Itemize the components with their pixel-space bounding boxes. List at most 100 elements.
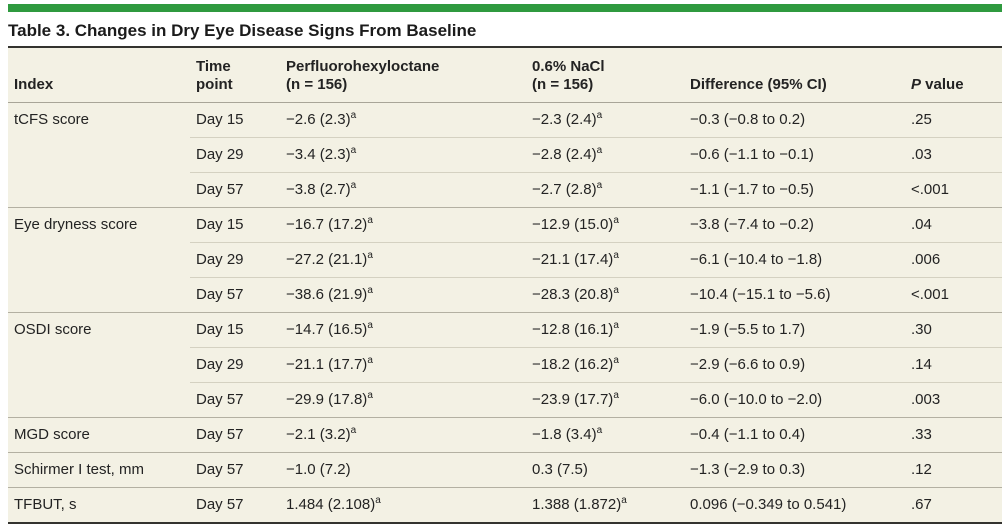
pfho-value-cell: −3.8 (2.7)a bbox=[280, 172, 526, 208]
timepoint-cell: Day 57 bbox=[190, 277, 280, 313]
pvalue-cell: .25 bbox=[911, 111, 932, 128]
footnote-marker: a bbox=[596, 180, 603, 191]
difference-cell: −10.4 (−15.1 to −5.6) bbox=[684, 277, 905, 313]
index-cell bbox=[8, 278, 190, 313]
difference-cell: −0.3 (−0.8 to 0.2) bbox=[690, 111, 806, 128]
table-row: Day 29 −27.2 (21.1)a −21.1 (17.4)a −6.1 … bbox=[8, 242, 1002, 278]
table-row: Schirmer I test, mm Day 57 −1.0 (7.2) 0.… bbox=[8, 452, 1002, 488]
difference-cell: −2.9 (−6.6 to 0.9) bbox=[684, 347, 905, 383]
index-cell: TFBUT, s bbox=[8, 487, 190, 522]
table-row: Day 29 −3.4 (2.3)a −2.8 (2.4)a −0.6 (−1.… bbox=[8, 137, 1002, 173]
timepoint-cell: Day 29 bbox=[190, 347, 280, 383]
footnote-marker: a bbox=[375, 495, 381, 506]
pfho-value-cell: −38.6 (21.9)a bbox=[280, 277, 526, 313]
timepoint-cell: Day 57 bbox=[190, 382, 280, 418]
column-header-index: Index bbox=[8, 48, 190, 103]
footnote-marker: a bbox=[367, 355, 373, 366]
pvalue-cell: .12 bbox=[905, 452, 1002, 488]
footnote-marker: a bbox=[596, 145, 603, 156]
nacl-value-cell: −28.3 (20.8)a bbox=[526, 277, 684, 313]
footnote-marker: a bbox=[367, 390, 373, 401]
pvalue-cell: .003 bbox=[905, 382, 1002, 418]
table-row: Day 57 −38.6 (21.9)a −28.3 (20.8)a −10.4… bbox=[8, 277, 1002, 313]
column-header-nacl: 0.6% NaCl (n = 156) bbox=[526, 48, 684, 103]
nacl-value-cell: −18.2 (16.2)a bbox=[526, 347, 684, 383]
timepoint-cell: Day 15 bbox=[196, 111, 244, 128]
table-row: Day 29 −21.1 (17.7)a −18.2 (16.2)a −2.9 … bbox=[8, 347, 1002, 383]
footnote-marker: a bbox=[596, 110, 603, 121]
difference-cell: −1.9 (−5.5 to 1.7) bbox=[684, 312, 905, 348]
footnote-marker: a bbox=[596, 425, 603, 436]
nacl-value-cell: −21.1 (17.4)a bbox=[526, 242, 684, 278]
index-cell bbox=[8, 173, 190, 208]
accent-bar bbox=[8, 4, 1002, 12]
data-table-container: Index Time point Perfluorohexyloctane (n =… bbox=[8, 46, 1002, 524]
footnote-marker: a bbox=[613, 390, 619, 401]
pfho-value-cell: −21.1 (17.7)a bbox=[280, 347, 526, 383]
pfho-value-cell: −14.7 (16.5)a bbox=[280, 312, 526, 348]
nacl-value-cell: −2.7 (2.8)a bbox=[526, 172, 684, 208]
table-row: Eye dryness score Day 15 −16.7 (17.2)a −… bbox=[8, 207, 1002, 243]
pvalue-cell: .33 bbox=[905, 417, 1002, 453]
pvalue-cell: .006 bbox=[905, 242, 1002, 278]
footnote-marker: a bbox=[613, 320, 619, 331]
pfho-value-cell: −2.6 (2.3)a bbox=[286, 110, 357, 129]
data-table: Index Time point Perfluorohexyloctane (n =… bbox=[8, 48, 1002, 522]
index-cell: Eye dryness score bbox=[8, 207, 190, 243]
table-row: Day 57 −3.8 (2.7)a −2.7 (2.8)a −1.1 (−1.… bbox=[8, 172, 1002, 208]
pvalue-cell: .14 bbox=[905, 347, 1002, 383]
difference-cell: 0.096 (−0.349 to 0.541) bbox=[684, 487, 905, 522]
difference-cell: −1.1 (−1.7 to −0.5) bbox=[684, 172, 905, 208]
column-header-perfluorohexyloctane: Perfluorohexyloctane (n = 156) bbox=[280, 48, 526, 103]
index-cell bbox=[8, 383, 190, 418]
pvalue-cell: .03 bbox=[905, 137, 1002, 173]
timepoint-cell: Day 15 bbox=[190, 312, 280, 348]
timepoint-cell: Day 57 bbox=[190, 417, 280, 453]
pvalue-cell: .67 bbox=[905, 487, 1002, 522]
nacl-value-cell: 0.3 (7.5) bbox=[526, 452, 684, 488]
index-cell: MGD score bbox=[8, 417, 190, 453]
pfho-value-cell: −3.4 (2.3)a bbox=[280, 137, 526, 173]
table-row: OSDI score Day 15 −14.7 (16.5)a −12.8 (1… bbox=[8, 312, 1002, 348]
footnote-marker: a bbox=[613, 250, 619, 261]
table-row: Day 57 −29.9 (17.8)a −23.9 (17.7)a −6.0 … bbox=[8, 382, 1002, 418]
table-title: Table 3. Changes in Dry Eye Disease Sign… bbox=[8, 21, 477, 40]
header-row: Index Time point Perfluorohexyloctane (n =… bbox=[8, 48, 1002, 103]
index-cell bbox=[8, 243, 190, 278]
footnote-marker: a bbox=[350, 145, 357, 156]
footnote-marker: a bbox=[350, 110, 357, 121]
timepoint-cell: Day 29 bbox=[190, 242, 280, 278]
footnote-marker: a bbox=[367, 320, 373, 331]
column-header-difference: Difference (95% CI) bbox=[684, 48, 905, 103]
difference-cell: −6.1 (−10.4 to −1.8) bbox=[684, 242, 905, 278]
difference-cell: −6.0 (−10.0 to −2.0) bbox=[684, 382, 905, 418]
pvalue-cell: .30 bbox=[905, 312, 1002, 348]
column-header-timepoint: Time point bbox=[190, 48, 280, 103]
pfho-value-cell: −1.0 (7.2) bbox=[280, 452, 526, 488]
nacl-value-cell: −12.8 (16.1)a bbox=[526, 312, 684, 348]
footnote-marker: a bbox=[350, 425, 357, 436]
nacl-value-cell: 1.388 (1.872)a bbox=[526, 487, 684, 522]
difference-cell: −1.3 (−2.9 to 0.3) bbox=[684, 452, 905, 488]
timepoint-cell: Day 57 bbox=[190, 487, 280, 522]
index-cell bbox=[8, 138, 190, 173]
pfho-value-cell: −2.1 (3.2)a bbox=[280, 417, 526, 453]
pfho-value-cell: −16.7 (17.2)a bbox=[280, 207, 526, 243]
nacl-value-cell: −1.8 (3.4)a bbox=[526, 417, 684, 453]
difference-cell: −0.4 (−1.1 to 0.4) bbox=[684, 417, 905, 453]
timepoint-cell: Day 57 bbox=[190, 172, 280, 208]
nacl-value-cell: −2.3 (2.4)a bbox=[532, 110, 603, 129]
table-body: tCFS score Day 15 −2.6 (2.3)a −2.3 (2.4)… bbox=[8, 103, 1002, 522]
index-cell bbox=[8, 348, 190, 383]
difference-cell: −0.6 (−1.1 to −0.1) bbox=[684, 137, 905, 173]
index-cell: Schirmer I test, mm bbox=[8, 452, 190, 488]
table-row: tCFS score Day 15 −2.6 (2.3)a −2.3 (2.4)… bbox=[8, 103, 1002, 138]
pfho-value-cell: 1.484 (2.108)a bbox=[280, 487, 526, 522]
footnote-marker: a bbox=[350, 180, 357, 191]
difference-cell: −3.8 (−7.4 to −0.2) bbox=[684, 207, 905, 243]
pfho-value-cell: −27.2 (21.1)a bbox=[280, 242, 526, 278]
footnote-marker: a bbox=[613, 215, 619, 226]
pvalue-cell: .04 bbox=[905, 207, 1002, 243]
nacl-value-cell: −2.8 (2.4)a bbox=[526, 137, 684, 173]
index-cell: OSDI score bbox=[8, 312, 190, 348]
